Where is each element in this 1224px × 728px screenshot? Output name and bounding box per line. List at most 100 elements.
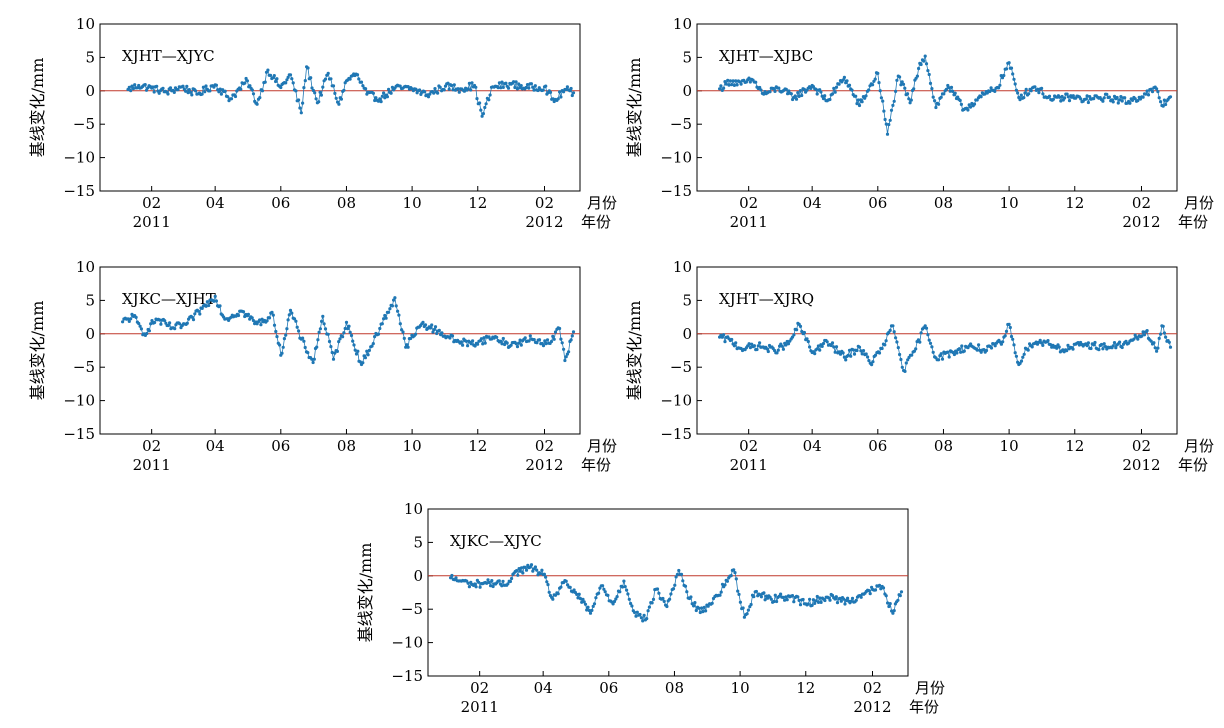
data-point (899, 357, 903, 362)
x-tick-label: 08 (665, 679, 684, 697)
data-point (898, 75, 902, 79)
data-point (801, 597, 805, 602)
data-point (1019, 359, 1024, 363)
data-point (877, 351, 882, 355)
data-point (553, 330, 558, 334)
data-point (887, 123, 891, 127)
data-point (351, 339, 355, 343)
data-point (947, 86, 951, 90)
data-point (173, 327, 177, 331)
data-point (1162, 98, 1166, 102)
data-point (830, 92, 835, 96)
data-point (752, 344, 757, 348)
data-point (662, 599, 666, 604)
data-point (773, 593, 777, 597)
data-point (1093, 340, 1097, 345)
data-point (294, 89, 298, 93)
data-point (727, 83, 731, 87)
data-point (1059, 99, 1063, 103)
data-point (138, 324, 142, 328)
data-point (218, 304, 222, 308)
data-point (1002, 73, 1006, 78)
data-point (1086, 341, 1090, 345)
data-point (1027, 92, 1031, 96)
plot-frame (99, 23, 581, 192)
data-point (1155, 349, 1159, 353)
data-point (844, 358, 848, 362)
y-tick-label: 0 (85, 325, 95, 343)
data-point (679, 572, 684, 576)
data-point (488, 93, 492, 97)
data-point (639, 616, 644, 620)
data-point (145, 331, 149, 336)
data-point (1085, 94, 1089, 98)
data-point (1086, 100, 1090, 105)
data-point (497, 81, 501, 85)
data-point (1037, 91, 1041, 95)
data-point (284, 81, 288, 85)
data-point (121, 320, 125, 324)
data-point (842, 75, 847, 79)
data-point (668, 597, 672, 601)
data-point (286, 318, 290, 322)
data-point (524, 568, 529, 572)
data-point (126, 317, 130, 321)
data-point (457, 90, 461, 94)
data-point (342, 88, 346, 92)
data-point (509, 343, 513, 347)
data-point (884, 122, 888, 126)
data-point (729, 574, 733, 578)
data-point (594, 596, 598, 600)
data-point (495, 335, 499, 339)
data-point (907, 97, 911, 101)
data-point (436, 91, 440, 95)
data-point (1105, 92, 1109, 96)
y-tick-label: 10 (404, 500, 423, 518)
data-point (572, 588, 576, 592)
data-point (833, 90, 837, 94)
data-point (646, 609, 650, 613)
data-point (958, 98, 962, 103)
y-tick-label: 5 (85, 291, 95, 309)
data-point (514, 80, 518, 84)
data-point (905, 92, 910, 96)
data-point (860, 352, 864, 356)
y-tick-label: −10 (660, 392, 692, 410)
data-point (313, 91, 317, 95)
data-point (837, 82, 841, 86)
data-point (1021, 355, 1025, 359)
data-point (611, 602, 615, 606)
data-point (657, 591, 661, 595)
data-point (535, 568, 539, 572)
data-point (137, 83, 141, 88)
data-point (762, 92, 766, 96)
data-point (908, 101, 912, 105)
data-point (437, 328, 441, 332)
data-point (489, 584, 493, 588)
data-point (968, 105, 973, 109)
data-point (388, 307, 392, 311)
data-point (867, 589, 871, 593)
data-point (896, 346, 900, 350)
data-point (923, 54, 927, 58)
data-point (937, 102, 941, 106)
data-point (630, 604, 634, 608)
data-point (563, 358, 567, 363)
data-point (469, 88, 473, 92)
data-point (331, 84, 336, 88)
data-point (710, 601, 714, 605)
data-point (285, 78, 289, 82)
data-point (541, 88, 545, 92)
data-point (341, 335, 345, 339)
data-point (255, 102, 259, 106)
data-point (366, 353, 370, 357)
data-point (194, 89, 198, 93)
data-point (1115, 95, 1119, 100)
data-point (1013, 82, 1017, 86)
data-point (549, 339, 554, 344)
data-point (286, 75, 290, 79)
data-point (734, 577, 738, 581)
data-point (348, 77, 352, 81)
